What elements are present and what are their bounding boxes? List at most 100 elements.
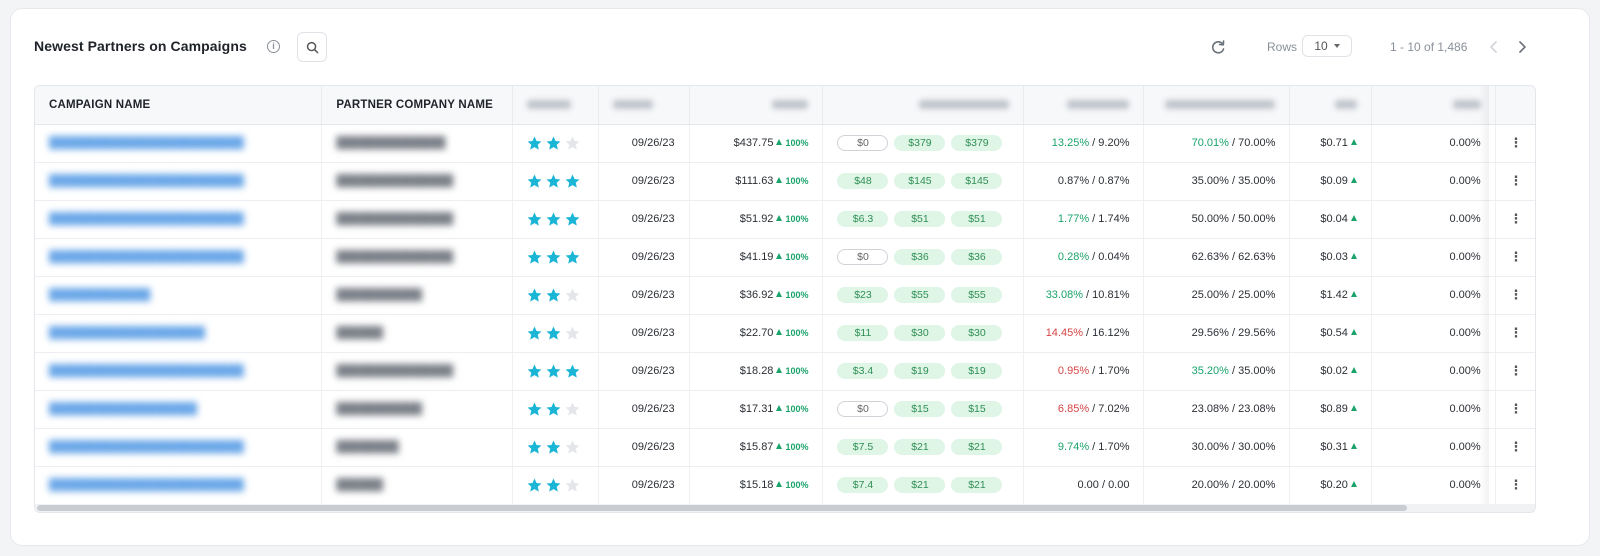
card-title: Newest Partners on Campaigns bbox=[34, 38, 247, 54]
campaign-name-cell[interactable]: ████████████████████ bbox=[35, 314, 323, 353]
row-actions-button[interactable]: ⋮ bbox=[1495, 124, 1535, 163]
pills-cell: $23 $55 $55 bbox=[822, 276, 1024, 315]
value-pill: $21 bbox=[951, 439, 1003, 455]
table-row[interactable]: █████████████████████████ ███████████████… bbox=[35, 200, 1535, 239]
row-actions-button[interactable]: ⋮ bbox=[1495, 276, 1535, 315]
column-header-campaign-name[interactable]: CAMPAIGN NAME bbox=[35, 86, 323, 125]
trend-percent: 100% bbox=[785, 404, 809, 414]
campaign-name-cell[interactable]: █████████████████████████ bbox=[35, 162, 323, 201]
campaign-name-link-redacted[interactable]: █████████████████████████ bbox=[49, 479, 244, 492]
row-actions-button[interactable]: ⋮ bbox=[1495, 238, 1535, 277]
campaign-name-cell[interactable]: █████████████████████████ bbox=[35, 238, 323, 277]
row-actions-button[interactable]: ⋮ bbox=[1495, 314, 1535, 353]
trend-up-icon bbox=[776, 291, 783, 297]
horizontal-scrollbar[interactable] bbox=[35, 504, 1535, 512]
table-row[interactable]: █████████████████████████ ████████ 09/26/2… bbox=[35, 428, 1535, 467]
refresh-icon[interactable] bbox=[1209, 38, 1227, 56]
rate-cell: 6.85% / 7.02% bbox=[1023, 390, 1145, 429]
rating-cell bbox=[512, 466, 600, 504]
trend-up-icon bbox=[1350, 481, 1357, 488]
trend-up-icon bbox=[1350, 367, 1357, 373]
column-header-obscured-7[interactable] bbox=[1023, 86, 1145, 125]
chevron-left-icon[interactable] bbox=[1487, 38, 1501, 56]
campaign-name-link-redacted[interactable]: █████████████████████████ bbox=[49, 137, 244, 149]
campaign-name-link-redacted[interactable]: █████████████████████████ bbox=[49, 175, 244, 187]
trend-percent: 100% bbox=[785, 214, 809, 224]
campaign-name-link-redacted[interactable]: █████████████ bbox=[49, 289, 151, 301]
partner-company-cell: ███████████████ bbox=[321, 352, 513, 391]
more-vertical-icon: ⋮ bbox=[1509, 401, 1523, 416]
row-actions-button[interactable]: ⋮ bbox=[1495, 200, 1535, 239]
table-row[interactable]: █████████████████████████ ██████████████ 0… bbox=[35, 124, 1535, 163]
column-header-obscured-3[interactable] bbox=[512, 86, 600, 125]
campaign-name-cell[interactable]: █████████████████████████ bbox=[35, 428, 323, 467]
table-row[interactable]: █████████████████████████ ███████████████… bbox=[35, 162, 1535, 201]
row-actions-button[interactable]: ⋮ bbox=[1495, 428, 1535, 467]
campaign-name-cell[interactable]: ███████████████████ bbox=[35, 390, 323, 429]
campaign-name-cell[interactable]: █████████████████████████ bbox=[35, 200, 323, 239]
partner-company-name-redacted: ███████████████ bbox=[336, 213, 454, 225]
more-vertical-icon: ⋮ bbox=[1509, 477, 1523, 493]
column-header-actions bbox=[1495, 86, 1535, 125]
amount-value: $18.28 bbox=[739, 365, 774, 377]
column-header-obscured-5[interactable] bbox=[689, 86, 824, 125]
column-header-obscured-4[interactable] bbox=[598, 86, 690, 125]
share-baseline: 20.00% bbox=[1238, 479, 1276, 492]
table-row[interactable]: █████████████████████████ ███████████████… bbox=[35, 352, 1535, 391]
star-icon bbox=[546, 364, 560, 378]
table-row[interactable]: ████████████████████ ██████ 09/26/23 $22.70… bbox=[35, 314, 1535, 353]
column-header-obscured-9[interactable] bbox=[1289, 86, 1372, 125]
pills-cell: $11 $30 $30 bbox=[822, 314, 1024, 353]
table-row[interactable]: █████████████ ███████████ 09/26/23 $36.92 10… bbox=[35, 276, 1535, 315]
column-header-obscured-8[interactable] bbox=[1143, 86, 1291, 125]
amount-value: $17.31 bbox=[739, 403, 774, 415]
trend-up-icon bbox=[1350, 405, 1357, 411]
rows-per-page-select[interactable]: 10 bbox=[1302, 35, 1352, 57]
campaign-name-link-redacted[interactable]: ███████████████████ bbox=[49, 403, 198, 415]
campaign-name-link-redacted[interactable]: ████████████████████ bbox=[49, 327, 205, 339]
pills-cell: $0 $36 $36 bbox=[822, 238, 1024, 277]
column-header-obscured-10[interactable] bbox=[1371, 86, 1496, 125]
star-icon bbox=[565, 440, 579, 454]
pagination-range: 1 - 10 of 1,486 bbox=[1390, 40, 1468, 54]
campaign-name-link-redacted[interactable]: █████████████████████████ bbox=[49, 251, 244, 263]
star-icon bbox=[546, 288, 560, 302]
share-current: 29.56% bbox=[1191, 327, 1229, 339]
last-metric-cell: 0.00% bbox=[1371, 352, 1496, 391]
trend-percent: 100% bbox=[785, 290, 809, 300]
row-actions-button[interactable]: ⋮ bbox=[1495, 162, 1535, 201]
pills-cell: $7.5 $21 $21 bbox=[822, 428, 1024, 467]
row-actions-button[interactable]: ⋮ bbox=[1495, 466, 1535, 504]
partner-company-cell: ██████ bbox=[321, 314, 513, 353]
amount-value: $15.87 bbox=[739, 441, 774, 453]
more-vertical-icon: ⋮ bbox=[1509, 287, 1523, 302]
campaign-name-link-redacted[interactable]: █████████████████████████ bbox=[49, 213, 244, 225]
table-row[interactable]: █████████████████████████ ██████ 09/26/23 $… bbox=[35, 466, 1535, 504]
campaign-name-cell[interactable]: █████████████████████████ bbox=[35, 352, 323, 391]
search-button[interactable] bbox=[297, 32, 327, 62]
table-row[interactable]: ███████████████████ ███████████ 09/26/23 $1… bbox=[35, 390, 1535, 429]
chevron-right-icon[interactable] bbox=[1515, 38, 1529, 56]
campaign-name-cell[interactable]: █████████████████████████ bbox=[35, 466, 323, 504]
campaign-name-link-redacted[interactable]: █████████████████████████ bbox=[49, 441, 244, 453]
table-row[interactable]: █████████████████████████ ███████████████… bbox=[35, 238, 1535, 277]
info-icon[interactable]: i bbox=[267, 40, 280, 53]
row-actions-button[interactable]: ⋮ bbox=[1495, 390, 1535, 429]
share-baseline: 30.00% bbox=[1238, 441, 1276, 453]
star-icon bbox=[546, 326, 560, 340]
trend-percent: 100% bbox=[785, 442, 809, 452]
rate-cell: 33.08% / 10.81% bbox=[1023, 276, 1145, 315]
column-header-obscured-6[interactable] bbox=[822, 86, 1024, 125]
value-pill: $36 bbox=[951, 249, 1003, 265]
column-header-partner-company-name[interactable]: PARTNER COMPANY NAME bbox=[321, 86, 513, 125]
scrollbar-thumb[interactable] bbox=[37, 505, 1407, 511]
campaign-name-cell[interactable]: █████████████████████████ bbox=[35, 124, 323, 163]
campaign-name-cell[interactable]: █████████████ bbox=[35, 276, 323, 315]
amount-cell: $18.28 100% bbox=[689, 352, 824, 391]
star-icon bbox=[527, 402, 541, 416]
row-actions-button[interactable]: ⋮ bbox=[1495, 352, 1535, 391]
rate-current: 14.45% bbox=[1045, 327, 1083, 339]
amount-cell: $437.75 100% bbox=[689, 124, 824, 163]
campaign-name-link-redacted[interactable]: █████████████████████████ bbox=[49, 365, 244, 377]
value-pill: $0 bbox=[837, 249, 889, 265]
